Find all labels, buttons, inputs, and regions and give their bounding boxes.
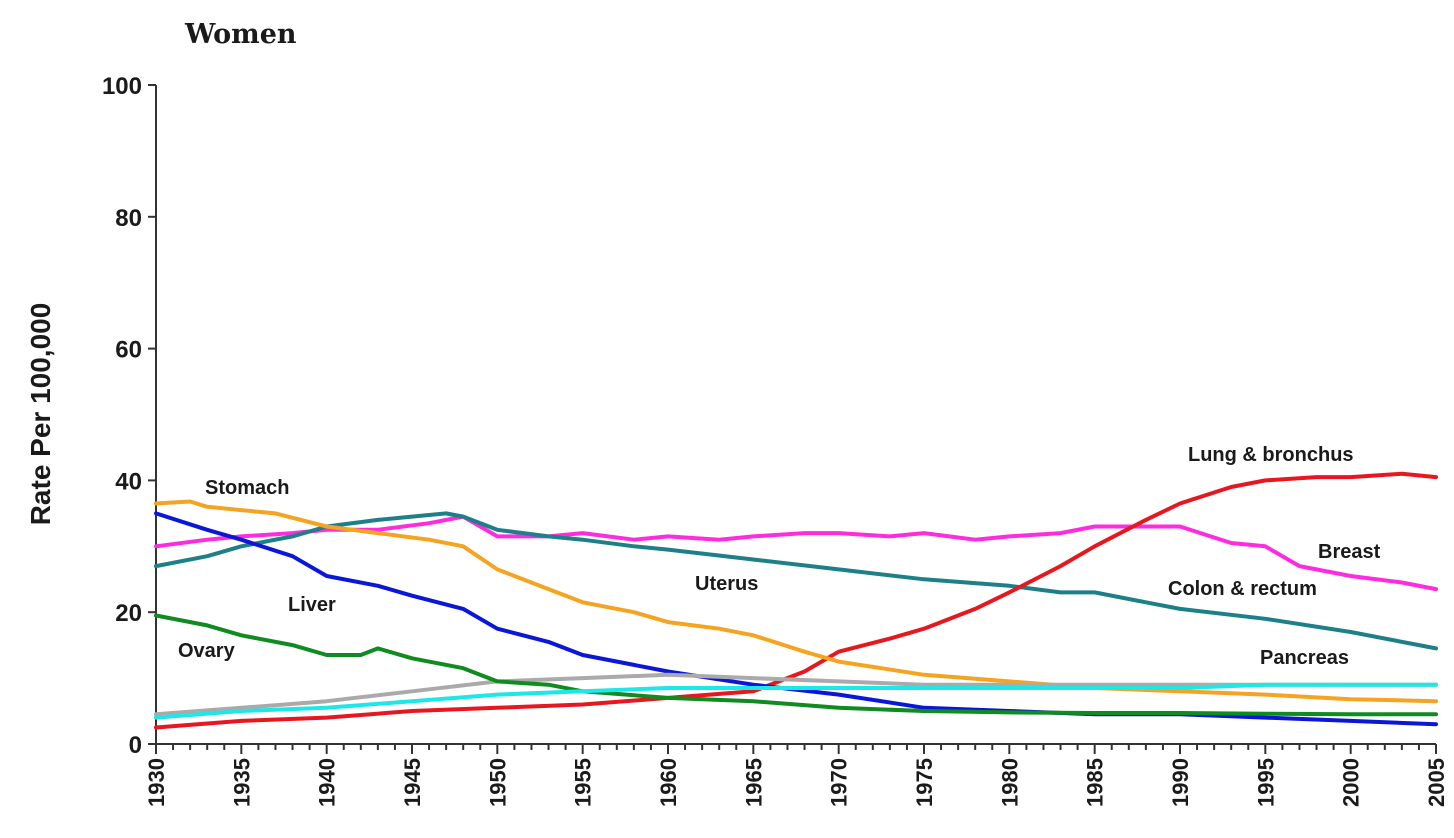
x-tick-label: 2000	[1339, 758, 1364, 807]
series-label-colon-and-rectum: Colon & rectum	[1168, 578, 1317, 600]
x-tick-label: 1935	[229, 758, 254, 807]
series-label-pancreas: Pancreas	[1260, 647, 1349, 669]
x-tick-label: 1950	[485, 758, 510, 807]
y-tick-label: 100	[102, 73, 142, 100]
x-tick-label: 1990	[1168, 758, 1193, 807]
chart-title: Women	[184, 19, 297, 50]
x-tick-label: 1970	[827, 758, 852, 807]
x-tick-label: 1960	[656, 758, 681, 807]
series-label-stomach: Stomach	[205, 477, 289, 499]
x-tick-label: 1940	[315, 758, 340, 807]
y-tick-label: 20	[115, 600, 142, 627]
x-tick-label: 1995	[1253, 758, 1278, 807]
x-tick-label: 1945	[400, 758, 425, 807]
x-tick-label: 2005	[1424, 758, 1449, 807]
x-tick-label: 1965	[741, 758, 766, 807]
series-label-lung-and-bronchus: Lung & bronchus	[1188, 444, 1354, 466]
y-ticks: 0 20 40 60 80 100	[102, 73, 156, 759]
series-lines	[154, 471, 1438, 730]
y-tick-label: 40	[115, 468, 142, 495]
x-ticks: 1930 1935 1940 1945 1950 1955 1960 1965 1970 1975…	[144, 758, 1449, 807]
series-line-pancreas	[154, 682, 1438, 720]
series-line-ovary	[154, 613, 1438, 717]
y-tick-label: 80	[115, 205, 142, 232]
x-tick-label: 1975	[912, 758, 937, 807]
x-tick-label: 1980	[997, 758, 1022, 807]
series-labels: Stomach Liver Ovary Uterus Lung & bronchus Br…	[178, 444, 1381, 669]
series-label-breast: Breast	[1318, 541, 1381, 563]
x-tick-label: 1930	[144, 758, 169, 807]
y-tick-label: 60	[115, 337, 142, 364]
series-line-breast	[154, 514, 1438, 592]
series-label-uterus: Uterus	[695, 573, 758, 595]
series-line-lung-and-bronchus	[154, 471, 1438, 730]
x-tick-label: 1985	[1083, 758, 1108, 807]
series-line-colon-and-rectum	[154, 511, 1438, 651]
axes	[155, 85, 1437, 754]
series-label-liver: Liver	[288, 594, 336, 616]
x-tick-label: 1955	[571, 758, 596, 807]
y-axis-label: Rate Per 100,000	[25, 303, 56, 526]
series-label-ovary: Ovary	[178, 640, 236, 662]
y-tick-label: 0	[129, 732, 142, 759]
